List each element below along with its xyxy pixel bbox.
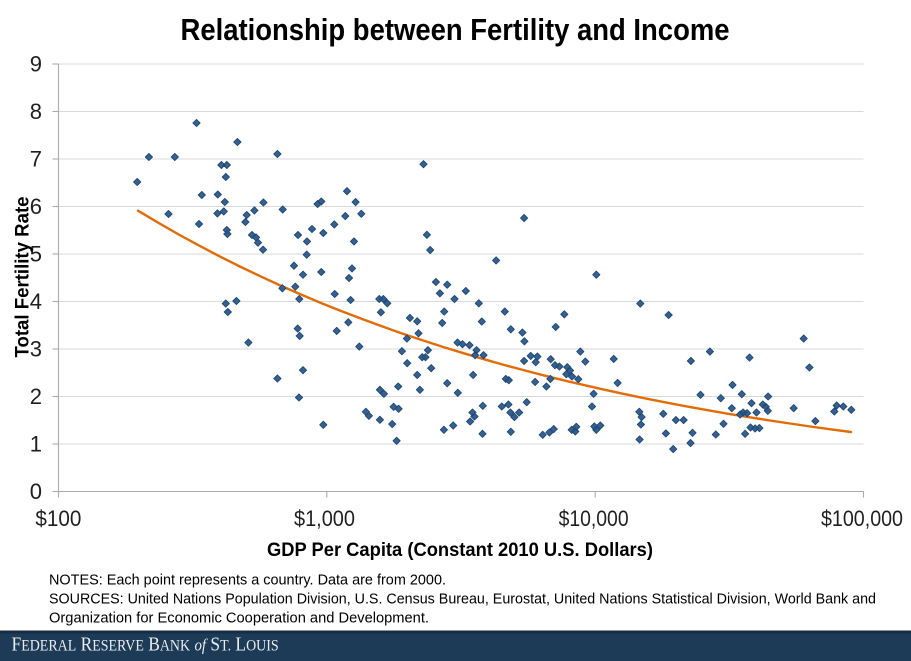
svg-text:$100: $100	[35, 506, 81, 531]
svg-text:Relationship between Fertility: Relationship between Fertility and Incom…	[181, 12, 730, 47]
svg-text:8: 8	[30, 99, 42, 124]
svg-text:2: 2	[30, 384, 42, 409]
svg-text:$100,000: $100,000	[821, 506, 903, 531]
svg-text:$1,000: $1,000	[294, 506, 355, 531]
svg-text:9: 9	[30, 52, 42, 77]
svg-text:6: 6	[30, 194, 42, 219]
svg-text:1: 1	[30, 432, 42, 457]
svg-text:0: 0	[30, 479, 42, 504]
svg-text:7: 7	[30, 147, 42, 172]
svg-text:FEDERAL RESERVE BANK of ST. LO: FEDERAL RESERVE BANK of ST. LOUIS	[12, 633, 279, 655]
svg-text:SOURCES: United Nations Popula: SOURCES: United Nations Population Divis…	[49, 591, 876, 608]
svg-text:GDP Per Capita (Constant 2010: GDP Per Capita (Constant 2010 U.S. Dolla…	[267, 540, 653, 561]
svg-text:4: 4	[30, 289, 42, 314]
svg-text:Total Fertility Rate: Total Fertility Rate	[13, 197, 34, 358]
svg-text:$10,000: $10,000	[559, 506, 629, 531]
svg-text:5: 5	[30, 242, 42, 267]
svg-text:NOTES: Each point represents a: NOTES: Each point represents a country. …	[49, 572, 446, 589]
svg-text:Organization for Economic Coop: Organization for Economic Cooperation an…	[49, 610, 429, 627]
svg-text:3: 3	[30, 337, 42, 362]
